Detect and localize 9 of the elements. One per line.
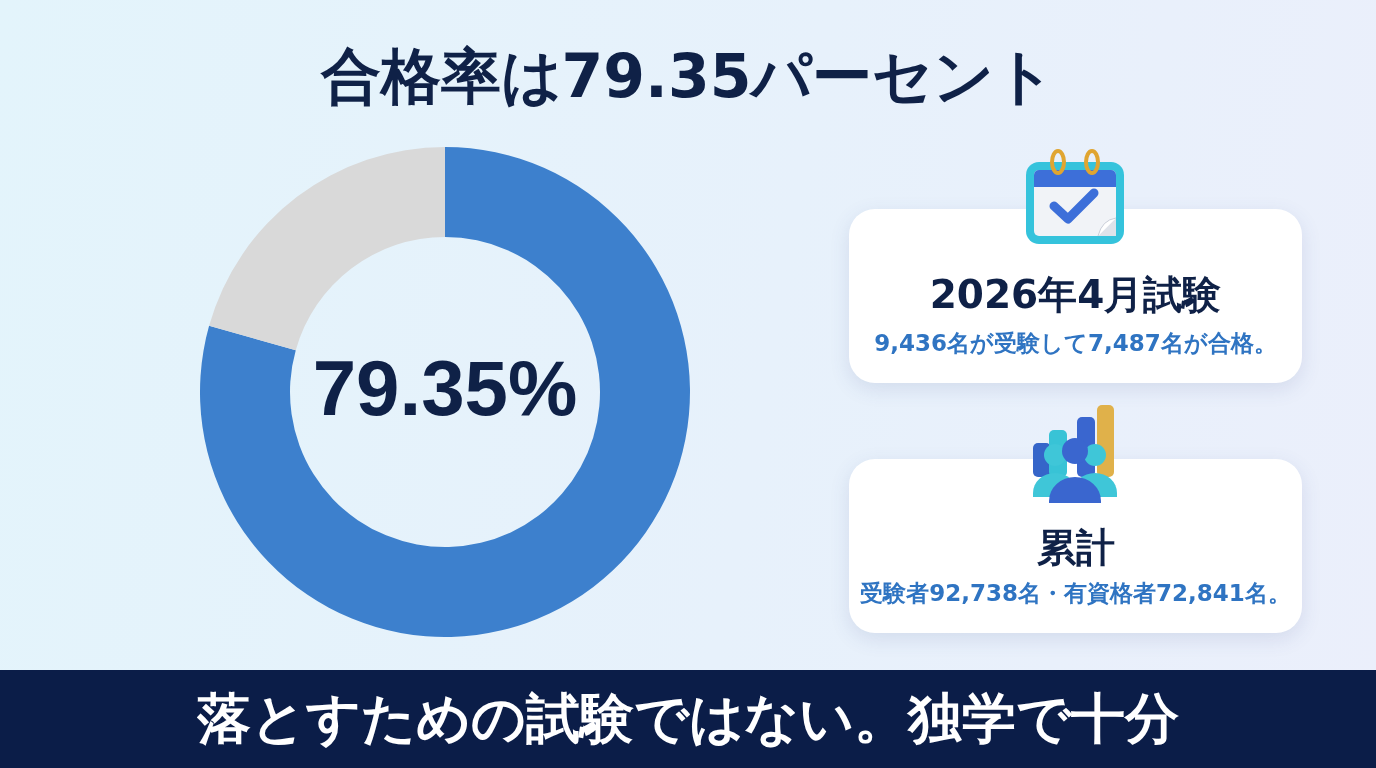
text: 9,436名が受験して7,487名が合格。 (874, 330, 1277, 356)
data-label: 79.35% (312, 344, 578, 432)
text: 受験者92,738名・有資格者72,841名。 (860, 580, 1291, 606)
chart-title: 合格率は79.35パーセント (320, 41, 1056, 111)
donut-slice (200, 147, 690, 637)
text: 累計 (1036, 525, 1115, 570)
text: 2026年4月試験 (929, 272, 1222, 317)
text: 落とすための試験ではない。独学で十分 (197, 687, 1179, 750)
donut-slice (209, 147, 445, 351)
